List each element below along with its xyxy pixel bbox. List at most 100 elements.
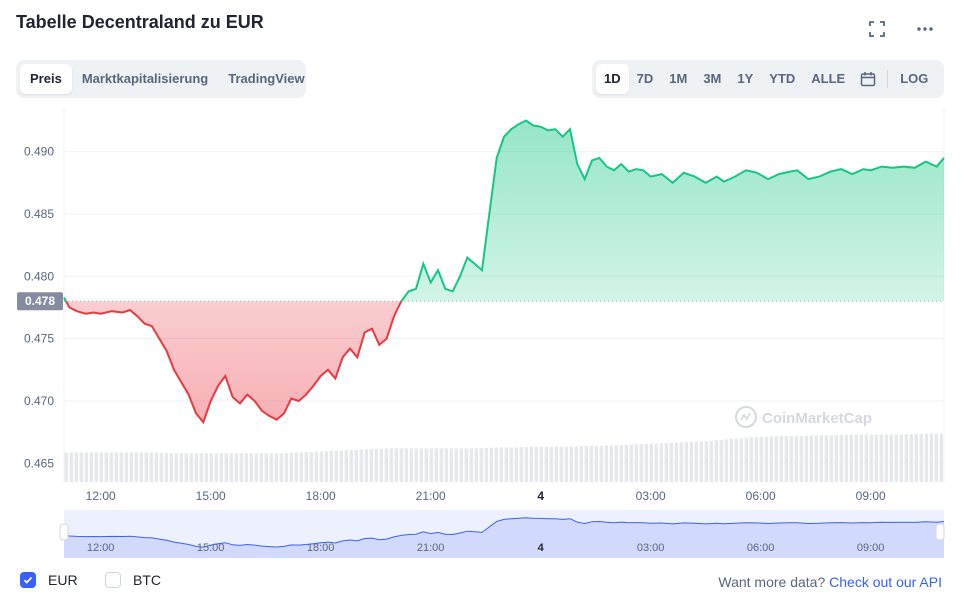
volume-bar	[454, 448, 458, 482]
volume-bar	[424, 448, 428, 482]
volume-bar	[794, 436, 798, 482]
volume-bar	[74, 452, 78, 482]
btc-checkbox[interactable]	[105, 572, 121, 588]
volume-bar	[679, 442, 683, 482]
volume-bar	[904, 434, 908, 482]
more-horizontal-icon[interactable]	[914, 18, 936, 40]
volume-bar	[249, 453, 253, 482]
volume-bar	[214, 453, 218, 482]
volume-bar	[654, 443, 658, 482]
range-ytd[interactable]: YTD	[769, 71, 796, 86]
y-tick-label: 0.470	[24, 394, 54, 408]
volume-bar	[194, 453, 198, 482]
volume-bar	[149, 452, 153, 482]
navigator-handle-left[interactable]	[59, 523, 69, 541]
calendar-icon[interactable]	[853, 64, 883, 94]
volume-bar	[299, 452, 303, 482]
volume-bar	[909, 434, 913, 482]
tab-preis[interactable]: Preis	[20, 64, 72, 94]
log-toggle[interactable]: LOG	[900, 71, 929, 86]
volume-bar	[609, 445, 613, 482]
range-7d[interactable]: 7D	[636, 71, 654, 86]
tab-tradingview[interactable]: TradingView	[228, 71, 305, 86]
x-tick-label: 09:00	[856, 489, 886, 503]
volume-bar	[219, 453, 223, 482]
volume-bar	[379, 448, 383, 482]
volume-bar	[569, 446, 573, 482]
navigator-tick-label: 21:00	[417, 542, 445, 554]
volume-bar	[589, 445, 593, 482]
legend-btc[interactable]: BTC	[105, 572, 161, 588]
volume-bar	[534, 446, 538, 482]
volume-bar	[99, 452, 103, 482]
navigator-handle-right[interactable]	[935, 523, 945, 541]
volume-bar	[914, 433, 918, 482]
api-promo-text: Want more data?	[718, 574, 826, 590]
volume-bar	[234, 453, 238, 482]
volume-bar	[464, 448, 468, 482]
legend-eur[interactable]: EUR	[20, 572, 78, 588]
y-tick-label: 0.485	[24, 207, 54, 221]
volume-bar	[169, 453, 173, 482]
volume-bar	[444, 448, 448, 482]
volume-bar	[834, 435, 838, 482]
volume-bar	[124, 452, 128, 482]
y-tick-label: 0.480	[24, 269, 54, 283]
volume-bar	[154, 452, 158, 482]
x-tick-label: 06:00	[746, 489, 776, 503]
volume-bar	[764, 436, 768, 482]
legend-eur-label: EUR	[48, 572, 78, 588]
range-1m[interactable]: 1M	[669, 71, 688, 86]
volume-bar	[714, 440, 718, 482]
volume-bar	[119, 452, 123, 482]
volume-bar	[129, 452, 133, 482]
eur-checkbox[interactable]	[20, 572, 36, 588]
range-1y[interactable]: 1Y	[737, 71, 754, 86]
volume-bar	[474, 448, 478, 482]
volume-bar	[429, 448, 433, 482]
volume-bar	[164, 452, 168, 482]
tab-marktkapitalisierung[interactable]: Marktkapitalisierung	[81, 71, 209, 86]
volume-bar	[509, 447, 513, 482]
volume-bar	[414, 448, 418, 482]
volume-bar	[314, 451, 318, 482]
volume-bar	[779, 436, 783, 482]
volume-bars	[64, 433, 943, 482]
range-alle[interactable]: ALLE	[811, 71, 846, 86]
volume-bar	[404, 448, 408, 482]
volume-bar	[874, 434, 878, 482]
volume-bar	[759, 436, 763, 482]
volume-bar	[469, 448, 473, 482]
volume-bar	[419, 448, 423, 482]
volume-bar	[294, 452, 298, 482]
volume-bar	[369, 449, 373, 482]
volume-bar	[204, 453, 208, 482]
volume-bar	[279, 453, 283, 482]
api-link[interactable]: Check out our API	[829, 574, 942, 590]
volume-bar	[769, 436, 773, 482]
volume-bar	[849, 434, 853, 482]
range-3m[interactable]: 3M	[703, 71, 722, 86]
volume-bar	[139, 452, 143, 482]
volume-bar	[179, 453, 183, 482]
volume-bar	[809, 435, 813, 482]
volume-bar	[644, 443, 648, 482]
volume-bar	[624, 444, 628, 482]
volume-bar	[519, 447, 523, 482]
volume-bar	[554, 446, 558, 482]
volume-bar	[104, 452, 108, 482]
range-divider	[887, 70, 889, 88]
volume-bar	[819, 435, 823, 482]
range-1d[interactable]: 1D	[596, 64, 629, 94]
volume-bar	[264, 453, 268, 482]
volume-bar	[514, 447, 518, 482]
volume-bar	[399, 448, 403, 482]
volume-bar	[789, 436, 793, 482]
navigator-tick-label: 09:00	[857, 542, 885, 554]
x-tick-label: 12:00	[86, 489, 116, 503]
fullscreen-icon[interactable]	[866, 18, 888, 40]
volume-bar	[864, 434, 868, 482]
volume-bar	[564, 446, 568, 482]
volume-bar	[754, 437, 758, 482]
volume-bar	[724, 439, 728, 482]
